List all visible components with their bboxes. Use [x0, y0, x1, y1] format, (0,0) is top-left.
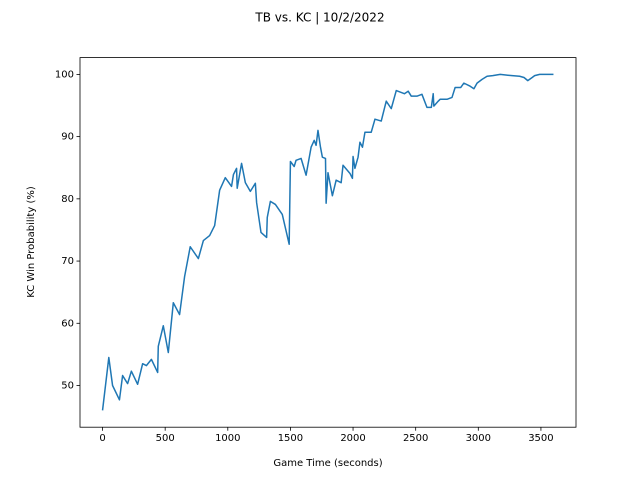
y-tick-label: 80: [61, 194, 74, 205]
x-tick-label: 3500: [528, 433, 553, 444]
x-axis-label: Game Time (seconds): [273, 458, 382, 469]
x-tick-label: 1000: [215, 433, 240, 444]
y-tick-label: 90: [61, 132, 74, 143]
y-axis-label: KC Win Probability (%): [26, 186, 37, 298]
chart-title: TB vs. KC | 10/2/2022: [254, 11, 384, 25]
y-tick-label: 50: [61, 381, 74, 392]
plot-frame: [79, 57, 577, 428]
x-tick-label: 2000: [340, 433, 365, 444]
y-tick-label: 70: [61, 256, 74, 267]
x-tick-label: 3000: [466, 433, 491, 444]
x-tick-label: 1500: [278, 433, 303, 444]
y-tick-label: 60: [61, 318, 74, 329]
x-tick-label: 2500: [403, 433, 428, 444]
y-tick-label: 100: [55, 69, 74, 80]
x-tick-label: 0: [99, 433, 105, 444]
x-tick-label: 500: [156, 433, 175, 444]
data-line: [101, 73, 554, 411]
